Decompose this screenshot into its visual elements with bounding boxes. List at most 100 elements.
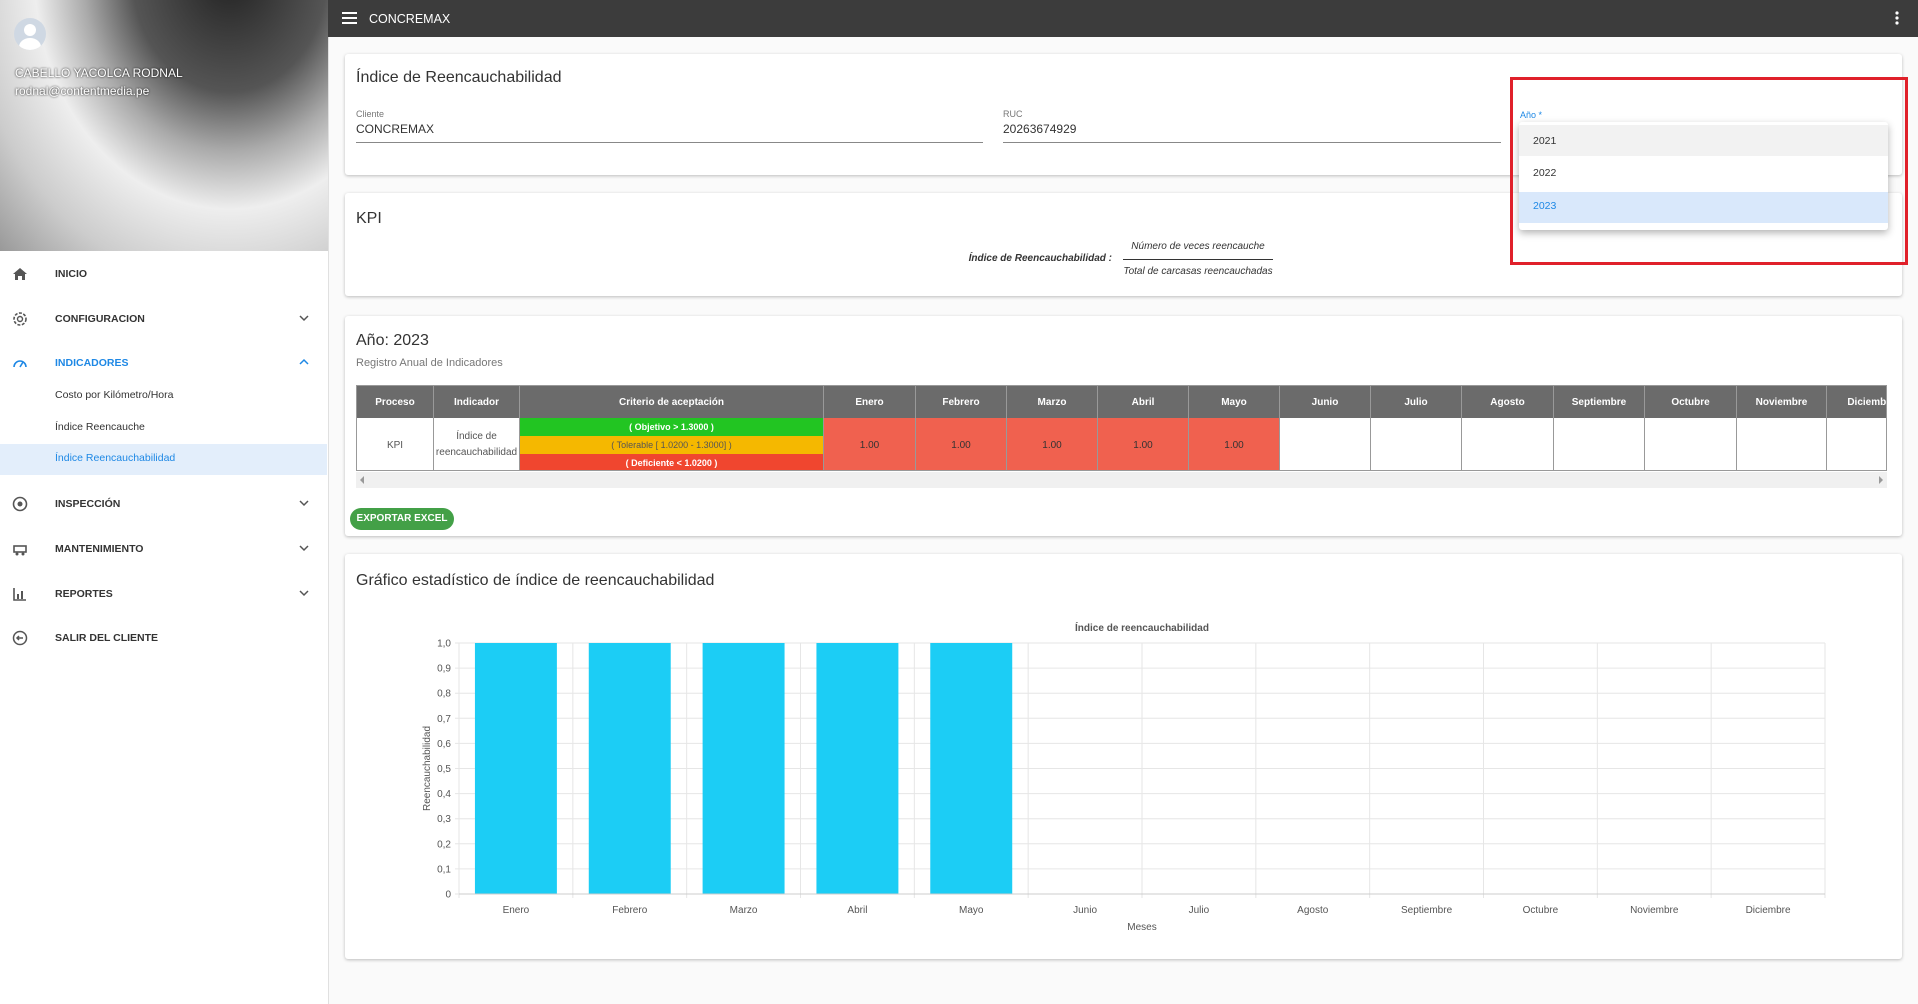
x-tick-label: Enero <box>503 905 530 916</box>
icon-reports <box>13 588 26 601</box>
chevron[interactable] <box>298 357 310 367</box>
column-header: Septiembre <box>1554 386 1645 418</box>
bar <box>588 643 671 894</box>
column-header: Agosto <box>1462 386 1554 418</box>
x-tick-label: Junio <box>1073 905 1097 916</box>
nav-subitem[interactable]: Índice Reencauche <box>55 421 145 433</box>
column-header: Abril <box>1098 386 1189 418</box>
indicator-table: Proceso Indicador Criterio de aceptación En… <box>356 385 1887 471</box>
bar <box>930 643 1013 894</box>
export-button[interactable]: EXPORTAR EXCEL <box>350 508 454 530</box>
column-header: Febrero <box>916 386 1007 418</box>
column-header: Mayo <box>1189 386 1280 418</box>
icon-exit <box>12 630 28 646</box>
month-cell <box>1462 418 1554 470</box>
nav-selected <box>0 444 327 475</box>
page-title: Índice de Reencauchabilidad <box>356 69 562 86</box>
formula-numerator: Número de veces reencauche <box>1131 241 1265 252</box>
month-cell <box>1280 418 1371 470</box>
sidebar: CABELLO YACOLCA RODNAL rodnal@contentmed… <box>0 0 329 1004</box>
field-underline <box>1003 142 1501 143</box>
bar <box>702 643 785 894</box>
y-tick-label: 0,5 <box>437 764 451 775</box>
criterion: ( Deficiente < 1.0200 ) <box>520 454 824 470</box>
highlight-box <box>1510 77 1908 265</box>
bar <box>816 643 899 894</box>
year-dropdown: 2021 2022 2023 <box>1519 122 1888 230</box>
process-cell: KPI <box>357 418 434 470</box>
icon-indicators <box>13 360 27 368</box>
y-tick-label: 0,7 <box>437 714 451 725</box>
year-option[interactable]: 2022 <box>1533 167 1557 179</box>
app-title: CONCREMAX <box>369 12 451 26</box>
month-value: 1.00 <box>1189 418 1280 470</box>
column-header: Marzo <box>1007 386 1098 418</box>
column-header: Julio <box>1371 386 1462 418</box>
column-header: Junio <box>1280 386 1371 418</box>
chevron[interactable] <box>298 313 310 323</box>
nav-item[interactable]: SALIR DEL CLIENTE <box>55 632 159 644</box>
nav-item[interactable]: INDICADORES <box>55 357 129 369</box>
month-value: 1.00 <box>1098 418 1189 470</box>
column-header: Indicador <box>434 386 520 418</box>
fraction-line <box>1123 259 1273 260</box>
nav-item[interactable]: REPORTES <box>55 588 113 600</box>
y-tick-label: 1,0 <box>437 639 451 650</box>
icon-maintenance <box>13 545 27 556</box>
field-value[interactable]: CONCREMAX <box>356 122 435 136</box>
column-header: Octubre <box>1645 386 1737 418</box>
option-selected <box>1519 192 1888 223</box>
menu-button[interactable] <box>342 12 358 25</box>
nav-item[interactable]: MANTENIMIENTO <box>55 543 144 555</box>
user-name: CABELLO YACOLCA RODNAL <box>15 66 183 80</box>
x-tick-label: Marzo <box>730 905 758 916</box>
chevron[interactable] <box>298 498 310 508</box>
nav-item[interactable]: INSPECCIÓN <box>55 498 121 510</box>
month-value: 1.00 <box>824 418 916 470</box>
month-cell <box>1737 418 1827 470</box>
x-tick-label: Noviembre <box>1630 905 1679 916</box>
month-value: 1.00 <box>1007 418 1098 470</box>
nav-subitem[interactable]: Índice Reencauchabilidad <box>55 452 176 464</box>
field-value[interactable]: 20263674929 <box>1003 122 1077 136</box>
x-axis-label: Meses <box>1127 922 1156 933</box>
y-tick-label: 0,9 <box>437 664 451 675</box>
avatar[interactable] <box>14 18 46 50</box>
scrollbar[interactable] <box>356 472 1887 488</box>
annual-subtitle: Registro Anual de Indicadores <box>356 357 503 369</box>
bar <box>474 643 557 894</box>
icon-home <box>13 268 27 280</box>
column-header: Enero <box>824 386 916 418</box>
nav-item[interactable]: CONFIGURACION <box>55 313 145 325</box>
criterion: ( Objetivo > 1.3000 ) <box>520 418 824 436</box>
nav-item[interactable]: INICIO <box>55 268 88 280</box>
year-option[interactable]: 2023 <box>1533 200 1557 212</box>
user-email: rodnal@contentmedia.pe <box>15 84 150 98</box>
criterion: ( Tolerable [ 1.0200 - 1.3000] ) <box>520 436 824 454</box>
month-cell <box>1371 418 1462 470</box>
y-tick-label: 0,1 <box>437 864 451 875</box>
chevron[interactable] <box>298 588 310 598</box>
chart-title: Índice de reencauchabilidad <box>1075 621 1209 634</box>
year-option[interactable]: 2021 <box>1533 135 1557 147</box>
chevron[interactable] <box>298 543 310 553</box>
formula-label: Índice de Reencauchabilidad : <box>968 253 1112 264</box>
more-menu[interactable] <box>1894 11 1900 27</box>
kpi-title: KPI <box>356 210 382 227</box>
month-value: 1.00 <box>916 418 1007 470</box>
y-tick-label: 0,3 <box>437 814 451 825</box>
x-tick-label: Febrero <box>612 905 647 916</box>
column-header: Diciembre <box>1827 386 1886 418</box>
annual-title: Año: 2023 <box>356 332 429 349</box>
column-header: Proceso <box>357 386 434 418</box>
field-underline <box>356 142 983 143</box>
nav-subitem[interactable]: Costo por Kilómetro/Hora <box>55 389 174 401</box>
month-cell <box>1827 418 1886 470</box>
month-cell <box>1645 418 1737 470</box>
top-bar: CONCREMAX <box>328 0 1918 37</box>
icon-inspection <box>12 496 28 512</box>
column-header: Criterio de aceptación <box>520 386 824 418</box>
chart-card-title: Gráfico estadístico de índice de reencau… <box>356 572 715 589</box>
